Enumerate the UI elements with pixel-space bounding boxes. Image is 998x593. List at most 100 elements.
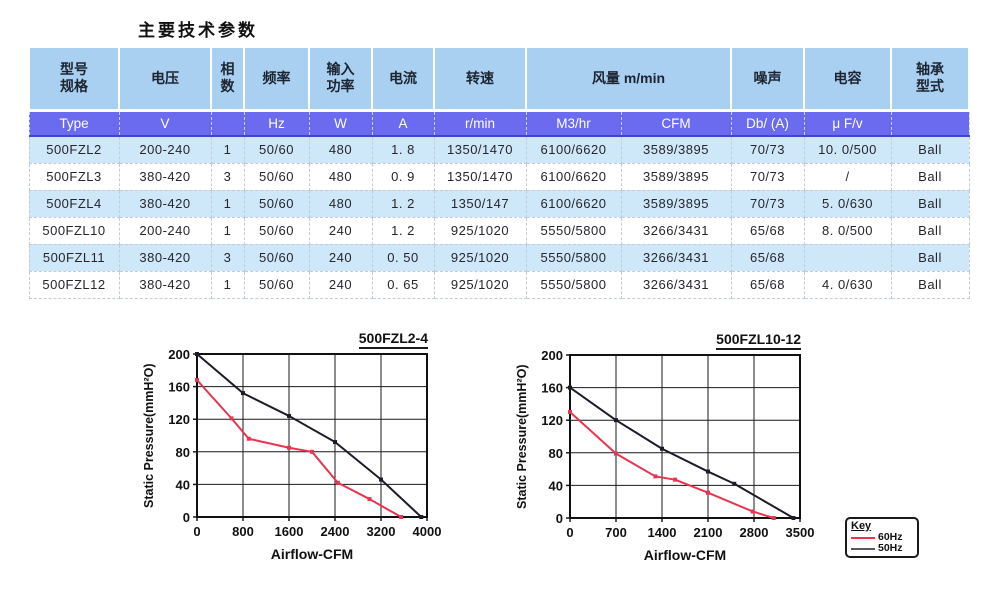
table-cell: 70/73: [730, 162, 805, 191]
chart-plot-500fzl10-12: 0 700 1400 2100 2800 3500 0 40 80 120 160 200: [541, 348, 815, 540]
table-cell: 380-420: [118, 162, 212, 191]
svg-text:2800: 2800: [740, 525, 769, 540]
table-cell: 65/68: [730, 216, 805, 245]
table-units-cell: V: [118, 109, 212, 137]
table-cell: 1. 2: [371, 216, 435, 245]
table-cell: 500FZL11: [28, 243, 120, 272]
table-units-cell: Type: [28, 109, 120, 137]
table-header-cell: 频率: [243, 48, 310, 112]
table-header-cell: 输入 功率: [308, 48, 373, 112]
table-cell: 1350/147: [433, 189, 527, 218]
table-row: 500FZL3 380-420 3 50/60 480 0. 9 1350/1470 6100…: [28, 162, 970, 191]
table-cell: 3589/3895: [620, 189, 732, 218]
svg-text:120: 120: [168, 412, 190, 427]
table-header-row: 型号 规格 电压相 数频率 输入 功率 电流 转速 风量 m/min 噪声 电容 轴承 型式: [28, 48, 970, 112]
table-cell: 3266/3431: [620, 216, 732, 245]
table-cell: 5. 0/630: [803, 189, 892, 218]
table-units-cell: Db/ (A): [730, 109, 805, 137]
svg-text:700: 700: [605, 525, 627, 540]
table-body: 500FZL2 200-240 1 50/60 480 1. 8 1350/1470 6100…: [28, 135, 970, 299]
table-cell: 50/60: [243, 162, 310, 191]
table-units-cell: [210, 109, 245, 137]
table-row: 500FZL11 380-420 3 50/60 240 0. 50 925/1020 555…: [28, 243, 970, 272]
legend-label: 60Hz: [878, 531, 903, 543]
table-cell: 1. 2: [371, 189, 435, 218]
table-cell: 240: [308, 270, 373, 299]
table-cell: 380-420: [118, 243, 212, 272]
table-cell: 10. 0/500: [803, 135, 892, 164]
table-cell: 5550/5800: [525, 270, 622, 299]
table-cell: 240: [308, 243, 373, 272]
table-units-cell: Hz: [243, 109, 310, 137]
table-cell: 70/73: [730, 135, 805, 164]
table-cell: 50/60: [243, 216, 310, 245]
table-cell: 500FZL3: [28, 162, 120, 191]
table-cell: 200-240: [118, 216, 212, 245]
table-cell: Ball: [890, 189, 970, 218]
table-row: 500FZL2 200-240 1 50/60 480 1. 8 1350/1470 6100…: [28, 135, 970, 164]
svg-text:3500: 3500: [786, 525, 815, 540]
y-axis-label-left: Static Pressure(mmH²O): [142, 363, 156, 509]
table-header-cell: 噪声: [730, 48, 805, 112]
svg-text:0: 0: [193, 524, 200, 539]
table-cell: 6100/6620: [525, 189, 622, 218]
table-cell: 50/60: [243, 135, 310, 164]
chart-title-500fzl10-12: 500FZL10-12: [570, 331, 801, 350]
legend-item: 60Hz: [851, 532, 913, 543]
table-units-cell: W: [308, 109, 373, 137]
svg-text:2100: 2100: [694, 525, 723, 540]
table-cell: 500FZL10: [28, 216, 120, 245]
table-header-cell: 轴承 型式: [890, 48, 970, 112]
svg-text:4000: 4000: [413, 524, 442, 539]
page-title: 主要技术参数: [138, 21, 258, 40]
svg-text:160: 160: [541, 381, 563, 396]
table-cell: 3266/3431: [620, 243, 732, 272]
table-cell: 1350/1470: [433, 162, 527, 191]
legend-items: 60Hz 50Hz: [851, 532, 913, 554]
table-cell: 5550/5800: [525, 243, 622, 272]
svg-text:3200: 3200: [367, 524, 396, 539]
svg-text:0: 0: [183, 510, 190, 525]
series-50hz: [568, 385, 796, 520]
table-units-cell: A: [371, 109, 435, 137]
table-cell: 6100/6620: [525, 135, 622, 164]
table-cell: Ball: [890, 216, 970, 245]
svg-text:40: 40: [549, 478, 563, 493]
table-cell: 3589/3895: [620, 162, 732, 191]
table-units-cell: μ F/v: [803, 109, 892, 137]
chart-title-500fzl2-4: 500FZL2-4: [197, 330, 428, 349]
table-row: 500FZL4 380-420 1 50/60 480 1. 2 1350/147 6100/…: [28, 189, 970, 218]
table-cell: 1350/1470: [433, 135, 527, 164]
x-axis-label-left: Airflow-CFM: [270, 546, 354, 562]
table-cell: 5550/5800: [525, 216, 622, 245]
table-cell: 0. 50: [371, 243, 435, 272]
table-row: 500FZL10 200-240 1 50/60 240 1. 2 925/1020 5550…: [28, 216, 970, 245]
table-cell: Ball: [890, 135, 970, 164]
svg-text:800: 800: [232, 524, 254, 539]
table-cell: 200-240: [118, 135, 212, 164]
series-60hz: [195, 378, 404, 519]
table-cell: 480: [308, 162, 373, 191]
table-cell: 6100/6620: [525, 162, 622, 191]
table-cell: 3266/3431: [620, 270, 732, 299]
table-cell: 70/73: [730, 189, 805, 218]
table-cell: 1. 8: [371, 135, 435, 164]
table-header-cell: 相 数: [210, 48, 245, 112]
table-header-cell: 转速: [433, 48, 527, 112]
svg-text:1600: 1600: [275, 524, 304, 539]
series-50hz: [195, 352, 424, 519]
table-cell: 925/1020: [433, 270, 527, 299]
legend-key: Key 60Hz 50Hz: [845, 517, 919, 558]
table-cell: 8. 0/500: [803, 216, 892, 245]
table-cell: 1: [210, 189, 245, 218]
x-axis-label-right: Airflow-CFM: [643, 547, 727, 563]
table-cell: 380-420: [118, 270, 212, 299]
legend-line-60hz: [851, 536, 875, 539]
table-cell: 500FZL4: [28, 189, 120, 218]
table-cell: 0. 65: [371, 270, 435, 299]
svg-text:80: 80: [176, 445, 190, 460]
chart-plot-500fzl2-4: 0 800 1600 2400 3200 4000 0 40 80 120 160 200: [168, 347, 442, 539]
table-row: 500FZL12 380-420 1 50/60 240 0. 65 925/1020 555…: [28, 270, 970, 299]
